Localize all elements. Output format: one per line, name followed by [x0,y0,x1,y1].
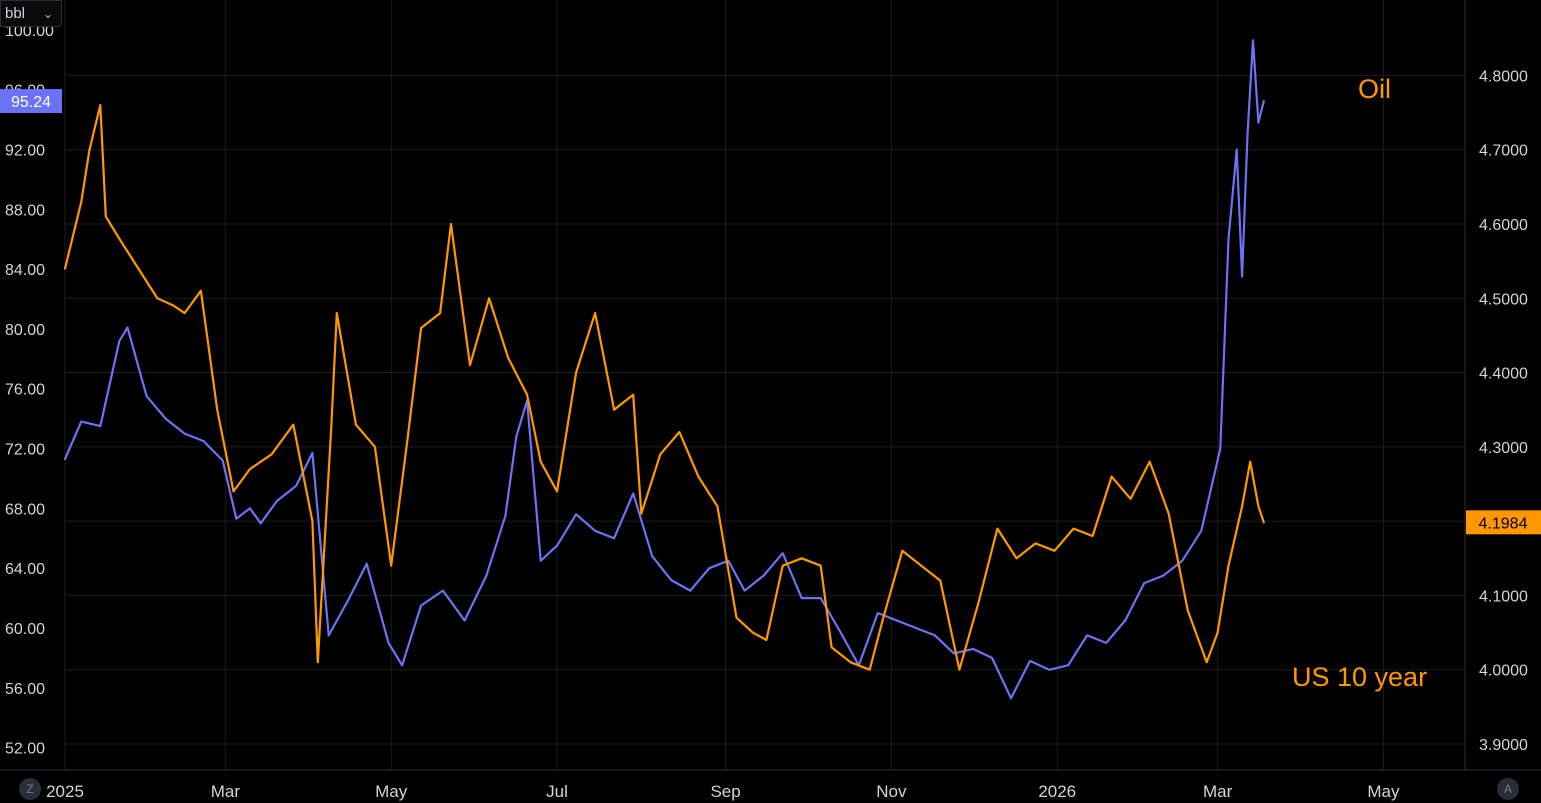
grid-lines [64,0,1465,770]
left-tick-label: 52.00 [5,741,45,758]
time-tick-label: Sep [710,782,740,801]
us10-annotation: US 10 year [1292,662,1428,692]
time-axis[interactable]: 2025 Mar May Jul Sep Nov 2026 Mar May [46,782,1400,801]
right-tick-label: 4.7000 [1479,143,1528,160]
right-tick-label: 4.3000 [1479,440,1528,457]
unit-label: bbl [5,5,26,22]
series-layer [63,39,1265,700]
left-tick-label: 92.00 [5,143,45,160]
right-last-value-label: 4.1984 [1479,515,1528,532]
left-price-axis[interactable]: 52.00 56.00 60.00 64.00 68.00 72.00 76.00 80.00… [5,23,54,758]
right-tick-label: 4.0000 [1479,663,1528,680]
right-tick-label: 4.5000 [1479,291,1528,308]
time-tick-label: Mar [1203,782,1233,801]
time-tick-label: May [1367,782,1400,801]
right-price-axis[interactable]: 3.90004.00004.10004.20004.30004.40004.50… [1479,68,1528,754]
us10-yield-line [63,103,1265,671]
time-tick-label: 2025 [46,782,84,801]
right-tick-label: 3.9000 [1479,737,1528,754]
left-tick-label: 72.00 [5,442,45,459]
left-tick-label: 88.00 [5,202,45,219]
left-tick-label: 80.00 [5,322,45,339]
right-last-value-badge [1466,510,1541,535]
left-last-value-badge [0,89,62,114]
time-tick-label: May [375,782,408,801]
left-tick-label: 76.00 [5,382,45,399]
auto-scale-left-button[interactable]: Z [19,778,41,800]
time-tick-label: Nov [876,782,907,801]
unit-selector[interactable]: bbl ⌄ [0,0,62,27]
oil-annotation: Oil [1358,74,1391,104]
right-tick-label: 4.8000 [1479,68,1528,85]
chevron-down-icon: ⌄ [42,6,53,21]
time-tick-label: 2026 [1038,782,1076,801]
time-tick-label: Jul [546,782,568,801]
right-tick-label: 4.1000 [1479,588,1528,605]
left-tick-label: 68.00 [5,501,45,518]
left-tick-label: 60.00 [5,621,45,638]
auto-scale-right-button[interactable]: A [1497,778,1519,800]
left-tick-label: 84.00 [5,262,45,279]
left-last-value-label: 95.24 [11,94,51,111]
right-tick-label: 4.6000 [1479,217,1528,234]
right-tick-label: 4.4000 [1479,366,1528,383]
time-tick-label: Mar [211,782,241,801]
oil-price-line [63,39,1265,700]
left-tick-label: 64.00 [5,561,45,578]
last-value-markers: 95.24 4.1984 [0,89,1541,535]
left-tick-label: 100.00 [5,23,54,40]
left-tick-label: 56.00 [5,681,45,698]
